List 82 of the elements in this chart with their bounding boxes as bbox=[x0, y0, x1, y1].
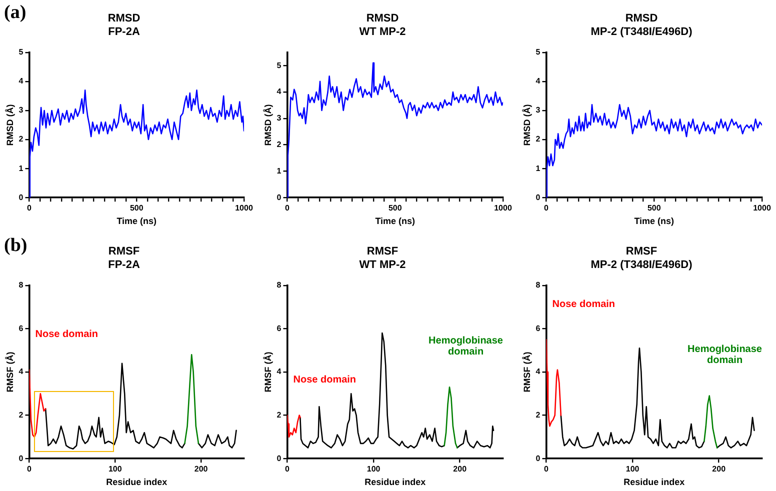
x-tick-label: 0 bbox=[285, 464, 290, 474]
chart-title: RMSF bbox=[366, 246, 398, 258]
y-tick-label: 6 bbox=[536, 324, 541, 333]
text: Hemoglobinase domain bbox=[688, 344, 762, 366]
y-tick-label: 3 bbox=[276, 114, 282, 123]
x-tick-label: 1000 bbox=[494, 204, 512, 213]
chart-subtitle: MP-2 (T348I/E496D) bbox=[590, 258, 693, 271]
y-tick-label: 0 bbox=[536, 192, 541, 202]
y-tick-label: 2 bbox=[18, 134, 24, 144]
y-axis-title: RMSD (Å) bbox=[522, 104, 532, 146]
x-tick-label: 200 bbox=[194, 464, 208, 474]
x-tick-label: 0 bbox=[27, 204, 32, 213]
y-tick-label: 3 bbox=[536, 106, 541, 115]
x-tick-label: 200 bbox=[453, 464, 468, 474]
y-tick-label: 2 bbox=[276, 140, 282, 150]
y-axis-title: RMSF (Å) bbox=[262, 352, 273, 392]
y-tick-label: 6 bbox=[276, 324, 282, 333]
y-tick-label: 5 bbox=[18, 48, 24, 57]
y-tick-label: 8 bbox=[18, 280, 24, 290]
x-tick-label: 1000 bbox=[753, 204, 772, 213]
chart-title: RMSD bbox=[625, 12, 658, 25]
y-tick-label: 2 bbox=[536, 134, 541, 144]
y-tick-label: 2 bbox=[276, 410, 282, 420]
x-tick-label: 500 bbox=[647, 204, 662, 213]
chart-subtitle: FP-2A bbox=[108, 26, 140, 38]
x-axis-title: Residue index bbox=[106, 477, 168, 488]
chart-title: RMSF bbox=[108, 246, 140, 258]
y-tick-label: 4 bbox=[276, 87, 282, 96]
text: Nose domain bbox=[552, 298, 616, 310]
x-tick-label: 200 bbox=[712, 464, 726, 474]
y-tick-label: 4 bbox=[276, 367, 282, 376]
x-tick-label: 500 bbox=[130, 204, 144, 213]
y-tick-label: 1 bbox=[536, 164, 541, 173]
y-tick-label: 8 bbox=[276, 280, 282, 290]
x-tick-label: 0 bbox=[544, 204, 550, 213]
x-tick-label: 100 bbox=[108, 464, 122, 474]
text: Nose domain bbox=[293, 374, 356, 386]
y-tick-label: 1 bbox=[18, 164, 24, 173]
x-axis-title: Time (ns) bbox=[375, 216, 416, 226]
x-tick-label: 0 bbox=[544, 464, 550, 474]
y-tick-label: 8 bbox=[536, 280, 541, 290]
text: (b) bbox=[4, 235, 28, 257]
y-tick-label: 4 bbox=[536, 367, 541, 376]
text: (a) bbox=[4, 2, 26, 24]
chart-title: RMSD bbox=[366, 12, 399, 25]
x-axis-title: Residue index bbox=[624, 477, 685, 488]
y-axis-title: RMSD (Å) bbox=[4, 104, 15, 146]
x-tick-label: 1000 bbox=[235, 204, 254, 213]
y-tick-label: 0 bbox=[276, 192, 282, 202]
y-tick-label: 0 bbox=[18, 454, 24, 463]
y-tick-label: 0 bbox=[276, 454, 282, 463]
x-tick-label: 100 bbox=[626, 464, 640, 474]
text: Hemoglobinase domain bbox=[428, 335, 504, 358]
y-tick-label: 1 bbox=[276, 166, 282, 176]
x-axis-title: Time (ns) bbox=[116, 216, 157, 226]
y-tick-label: 5 bbox=[276, 60, 282, 70]
y-tick-label: 4 bbox=[18, 76, 24, 86]
y-tick-label: 4 bbox=[536, 76, 541, 86]
y-tick-label: 0 bbox=[536, 454, 541, 463]
chart-subtitle: WT MP-2 bbox=[359, 258, 406, 271]
chart-title: RMSD bbox=[108, 12, 140, 25]
x-axis-title: Time (ns) bbox=[634, 216, 674, 226]
chart-subtitle: WT MP-2 bbox=[359, 26, 406, 38]
y-tick-label: 2 bbox=[18, 410, 24, 420]
chart-subtitle: MP-2 (T348I/E496D) bbox=[590, 26, 693, 38]
chart-title: RMSF bbox=[626, 246, 658, 258]
x-tick-label: 0 bbox=[285, 204, 290, 213]
x-tick-label: 0 bbox=[27, 464, 32, 474]
y-tick-label: 0 bbox=[18, 192, 24, 202]
text: Nose domain bbox=[35, 329, 98, 340]
y-tick-label: 2 bbox=[536, 410, 541, 420]
y-axis-title: RMSF (Å) bbox=[522, 352, 532, 392]
x-tick-label: 500 bbox=[388, 204, 402, 213]
y-axis-title: RMSD (Å) bbox=[262, 104, 273, 146]
y-tick-label: 3 bbox=[18, 106, 24, 115]
y-tick-label: 6 bbox=[18, 324, 24, 333]
x-tick-label: 100 bbox=[366, 464, 381, 474]
y-tick-label: 4 bbox=[18, 367, 24, 376]
x-axis-title: Residue index bbox=[364, 477, 426, 488]
y-tick-label: 5 bbox=[536, 48, 541, 57]
y-axis-title: RMSF (Å) bbox=[4, 352, 15, 392]
chart-subtitle: FP-2A bbox=[108, 258, 140, 271]
